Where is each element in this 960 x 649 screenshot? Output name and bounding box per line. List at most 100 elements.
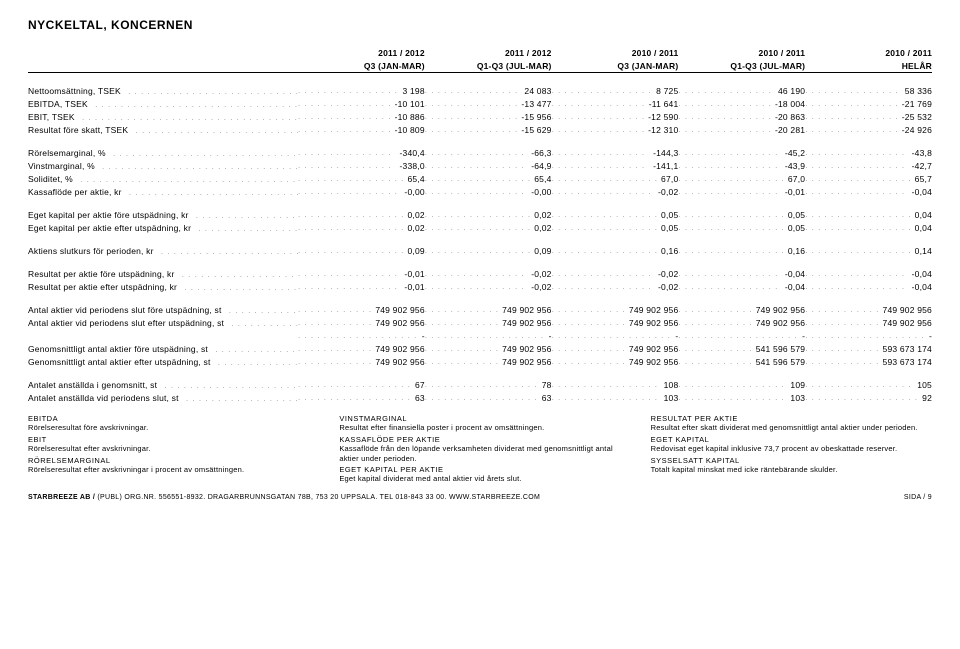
definition-term: SYSSELSATT KAPITAL: [651, 456, 932, 465]
row-value: -43,9: [678, 159, 805, 172]
row-value: 0,02: [298, 208, 425, 221]
row-value: 749 902 956: [298, 303, 425, 316]
row-value: -: [298, 329, 425, 342]
footer-company: STARBREEZE AB /: [28, 494, 95, 501]
row-value: -66,3: [425, 146, 552, 159]
definition-text: Rörelseresultat efter avskrivningar i pr…: [28, 465, 309, 474]
row-value: 65,4: [298, 172, 425, 185]
definition-text: Rörelseresultat efter avskrivningar.: [28, 444, 309, 453]
row-value: 749 902 956: [805, 316, 932, 329]
footer: STARBREEZE AB / (PUBL) ORG.NR. 556551-89…: [28, 494, 932, 501]
period-2-q: Q3 (JAN-MAR): [552, 59, 679, 73]
definition-text: Resultat efter skatt dividerat med genom…: [651, 423, 932, 432]
financial-table: 2011 / 2012 2011 / 2012 2010 / 2011 2010…: [28, 46, 932, 404]
table-row: Eget kapital per aktie före utspädning, …: [28, 208, 932, 221]
row-label: Genomsnittligt antal aktier före utspädn…: [28, 342, 298, 355]
row-value: 0,05: [552, 221, 679, 234]
row-value: 46 190: [678, 84, 805, 97]
row-value: -0,04: [678, 280, 805, 293]
row-value: 67,0: [552, 172, 679, 185]
row-value: 749 902 956: [298, 316, 425, 329]
footer-left: STARBREEZE AB / (PUBL) ORG.NR. 556551-89…: [28, 494, 540, 501]
row-label: Resultat per aktie efter utspädning, kr: [28, 280, 298, 293]
row-value: -24 926: [805, 123, 932, 136]
row-value: -13 477: [425, 97, 552, 110]
row-value: 593 673 174: [805, 355, 932, 368]
definitions-column: EBITDARörelseresultat före avskrivningar…: [28, 414, 309, 486]
row-label: Antal aktier vid periodens slut före uts…: [28, 303, 298, 316]
row-value: 92: [805, 391, 932, 404]
row-value: 749 902 956: [425, 355, 552, 368]
row-value: 58 336: [805, 84, 932, 97]
row-value: 0,02: [298, 221, 425, 234]
row-value: 0,04: [805, 221, 932, 234]
row-value: 24 083: [425, 84, 552, 97]
row-value: 3 198: [298, 84, 425, 97]
row-value: 65,4: [425, 172, 552, 185]
row-label: Eget kapital per aktie efter utspädning,…: [28, 221, 298, 234]
row-value: 749 902 956: [552, 316, 679, 329]
row-value: -15 956: [425, 110, 552, 123]
row-label: Rörelsemarginal, %: [28, 146, 298, 159]
row-value: 63: [298, 391, 425, 404]
row-value: -0,00: [425, 185, 552, 198]
row-value: 8 725: [552, 84, 679, 97]
page-title: NYCKELTAL, KONCERNEN: [28, 18, 932, 32]
definition-text: Kassaflöde från den löpande verksamheten…: [339, 444, 620, 463]
row-value: -144,3: [552, 146, 679, 159]
table-row: Kassaflöde per aktie, kr-0,00-0,00-0,02-…: [28, 185, 932, 198]
row-value: 67,0: [678, 172, 805, 185]
table-row: -----: [28, 329, 932, 342]
definition-term: EGET KAPITAL PER AKTIE: [339, 465, 620, 474]
period-0-year: 2011 / 2012: [298, 46, 425, 59]
row-value: 749 902 956: [552, 342, 679, 355]
row-value: 0,02: [425, 208, 552, 221]
row-value: -141,1: [552, 159, 679, 172]
row-value: -0,02: [552, 267, 679, 280]
row-value: 749 902 956: [425, 342, 552, 355]
definition-term: KASSAFLÖDE PER AKTIE: [339, 435, 620, 444]
row-label: Soliditet, %: [28, 172, 298, 185]
table-row: Nettoomsättning, TSEK3 19824 0838 72546 …: [28, 84, 932, 97]
row-value: 63: [425, 391, 552, 404]
row-value: 109: [678, 378, 805, 391]
row-value: 749 902 956: [425, 303, 552, 316]
table-row: Resultat per aktie före utspädning, kr -0…: [28, 267, 932, 280]
period-4-q: HELÅR: [805, 59, 932, 73]
row-value: -18 004: [678, 97, 805, 110]
row-value: 108: [552, 378, 679, 391]
table-row: Rörelsemarginal, %-340,4-66,3-144,3-45,2…: [28, 146, 932, 159]
row-value: 67: [298, 378, 425, 391]
table-row: Genomsnittligt antal aktier före utspädn…: [28, 342, 932, 355]
definition-text: Totalt kapital minskat med icke räntebär…: [651, 465, 932, 474]
row-value: -0,02: [425, 267, 552, 280]
row-value: -0,04: [805, 185, 932, 198]
row-value: -20 863: [678, 110, 805, 123]
table-header: 2011 / 2012 2011 / 2012 2010 / 2011 2010…: [28, 46, 932, 76]
footer-details: (PUBL) ORG.NR. 556551-8932. DRAGARBRUNNS…: [95, 494, 540, 501]
table-row: Antalet anställda i genomsnitt, st677810…: [28, 378, 932, 391]
row-value: -0,02: [552, 280, 679, 293]
row-value: -20 281: [678, 123, 805, 136]
definition-text: Redovisat eget kapital inklusive 73,7 pr…: [651, 444, 932, 453]
row-value: -: [425, 329, 552, 342]
table-row: Aktiens slutkurs för perioden, kr0,090,0…: [28, 244, 932, 257]
row-label: Eget kapital per aktie före utspädning, …: [28, 208, 298, 221]
row-value: 103: [552, 391, 679, 404]
definition-term: RESULTAT PER AKTIE: [651, 414, 932, 423]
row-value: 0,14: [805, 244, 932, 257]
period-1-year: 2011 / 2012: [425, 46, 552, 59]
period-3-q: Q1-Q3 (JUL-MAR): [678, 59, 805, 73]
table-row: EBITDA, TSEK-10 101-13 477-11 641-18 004…: [28, 97, 932, 110]
period-4-year: 2010 / 2011: [805, 46, 932, 59]
period-1-q: Q1-Q3 (JUL-MAR): [425, 59, 552, 73]
row-value: 0,05: [678, 208, 805, 221]
row-value: -25 532: [805, 110, 932, 123]
row-value: 105: [805, 378, 932, 391]
row-label: Aktiens slutkurs för perioden, kr: [28, 244, 298, 257]
table-row: EBIT, TSEK-10 886-15 956-12 590-20 863-2…: [28, 110, 932, 123]
table-row: Antal aktier vid periodens slut efter ut…: [28, 316, 932, 329]
row-label: Resultat per aktie före utspädning, kr: [28, 267, 298, 280]
row-value: 0,05: [552, 208, 679, 221]
row-value: -45,2: [678, 146, 805, 159]
